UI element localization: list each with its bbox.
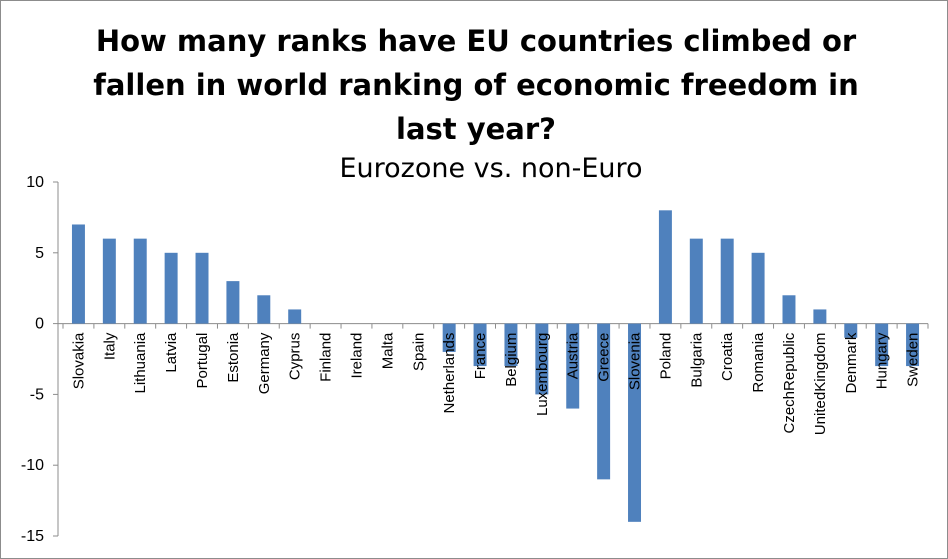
category-label: Poland xyxy=(657,333,674,380)
y-tick-label: -15 xyxy=(21,528,44,545)
bar-greece xyxy=(597,323,611,480)
category-label: Denmark xyxy=(843,332,860,393)
chart-title-line-3: last year? xyxy=(396,112,556,146)
chart-subtitle: Eurozone vs. non-Euro xyxy=(339,153,643,184)
chart-title: How many ranks have EU countries climbed… xyxy=(41,19,911,151)
category-label: Sweden xyxy=(905,333,922,387)
bar-sweden xyxy=(906,323,920,367)
bar-italy xyxy=(102,238,116,324)
bar-latvia xyxy=(164,252,178,324)
bar-slovakia xyxy=(71,224,85,324)
category-label: Finland xyxy=(318,333,335,382)
bar-denmark xyxy=(844,323,858,338)
y-tick-label: -5 xyxy=(30,386,44,403)
bar-czechrepublic xyxy=(782,295,796,324)
category-label: France xyxy=(472,333,489,380)
category-label: CzechRepublic xyxy=(781,332,798,433)
bar-estonia xyxy=(226,281,240,324)
category-label: UnitedKingdom xyxy=(812,333,829,436)
category-label: Estonia xyxy=(225,332,242,383)
category-label: Ireland xyxy=(348,333,365,379)
category-label: Spain xyxy=(410,333,427,371)
category-label: Lithuania xyxy=(132,332,149,394)
y-tick-label: -10 xyxy=(21,457,44,474)
category-label: Bulgaria xyxy=(688,332,705,388)
category-label: Italy xyxy=(101,332,118,360)
bar-austria xyxy=(566,323,580,409)
category-label: Croatia xyxy=(719,332,736,381)
category-label: Slovenia xyxy=(627,332,644,390)
chart-title-line-1: How many ranks have EU countries climbed… xyxy=(95,24,857,58)
category-label: Slovakia xyxy=(70,332,87,389)
y-tick-label: 10 xyxy=(26,174,44,191)
bar-germany xyxy=(257,295,271,324)
bar-luxembourg xyxy=(535,323,549,395)
bar-portugal xyxy=(195,252,209,324)
category-label: Netherlands xyxy=(441,333,458,414)
bar-lithuania xyxy=(133,238,147,324)
category-label: Cyprus xyxy=(287,333,304,381)
bar-unitedkingdom xyxy=(813,309,827,324)
bar-romania xyxy=(751,252,765,324)
bar-hungary xyxy=(875,323,889,367)
category-label: Hungary xyxy=(874,332,891,389)
category-label: Belgium xyxy=(503,333,520,387)
bar-belgium xyxy=(504,323,518,367)
category-label: Greece xyxy=(596,333,613,382)
bar-slovenia xyxy=(628,323,642,522)
category-label: Luxembourg xyxy=(534,333,551,416)
category-label: Malta xyxy=(379,332,396,369)
bar-netherlands xyxy=(442,323,456,352)
chart-title-line-2: fallen in world ranking of economic free… xyxy=(93,68,859,102)
bar-france xyxy=(473,323,487,367)
y-tick-label: 0 xyxy=(35,316,44,333)
category-label: Germany xyxy=(256,332,273,394)
category-label: Romania xyxy=(750,332,767,393)
bar-poland xyxy=(658,210,672,324)
category-label: Latvia xyxy=(163,332,180,373)
bar-cyprus xyxy=(288,309,302,324)
category-label: Austria xyxy=(565,332,582,379)
y-tick-label: 5 xyxy=(35,245,44,262)
category-label: Portugal xyxy=(194,333,211,389)
bar-bulgaria xyxy=(689,238,703,324)
bar-croatia xyxy=(720,238,734,324)
